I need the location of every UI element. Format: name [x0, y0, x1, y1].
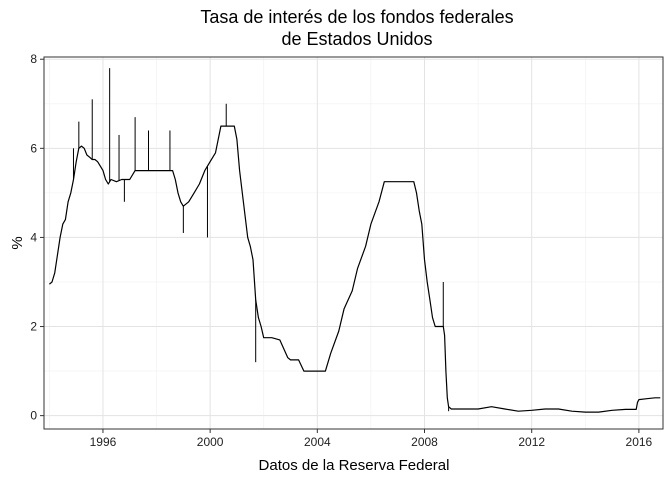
series-line — [49, 125, 661, 413]
y-tick-label: 4 — [30, 230, 37, 244]
series-layer — [49, 68, 661, 413]
grid-lines — [44, 57, 663, 429]
x-tick-label: 2008 — [411, 435, 438, 449]
x-tick-label: 2012 — [518, 435, 545, 449]
x-axis-title: Datos de la Reserva Federal — [259, 457, 450, 474]
y-axis-title: % — [9, 236, 26, 249]
y-tick-label: 6 — [30, 141, 37, 155]
x-tick-label: 2004 — [304, 435, 331, 449]
y-tick-label: 2 — [30, 320, 37, 334]
panel-border — [43, 56, 664, 430]
chart-title-line2: de Estados Unidos — [281, 29, 432, 49]
y-tick-label: 0 — [30, 409, 37, 423]
y-tick-label: 8 — [30, 52, 37, 66]
x-tick-label: 2016 — [626, 435, 653, 449]
chart-title-line1: Tasa de interés de los fondos federales — [200, 7, 513, 27]
x-tick-label: 2000 — [197, 435, 224, 449]
x-tick-label: 1996 — [90, 435, 117, 449]
tick-layer: 1996 2000 2004 2008 2012 2016 0 2 4 6 8 — [30, 52, 652, 449]
